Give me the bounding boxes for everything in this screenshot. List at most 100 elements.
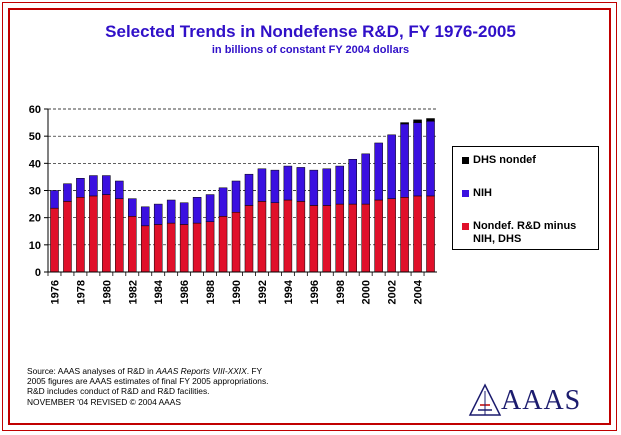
- bar-2002-series-0: [387, 198, 396, 273]
- aaas-logo-text: AAAS: [501, 385, 582, 416]
- chart-legend: DHS nondef NIH Nondef. R&D minus NIH, DH…: [452, 146, 599, 250]
- x-tick-label-1978: 1978: [75, 280, 87, 304]
- x-tick-label-2004: 2004: [413, 279, 425, 304]
- bar-2005-series-0: [426, 195, 435, 273]
- aaas-triangle-logo-icon: [468, 383, 502, 416]
- bar-1981-series-0: [115, 198, 124, 273]
- bar-2004-series-0: [413, 195, 422, 273]
- bar-1995-series-0: [296, 201, 306, 273]
- legend-label-nih: NIH: [473, 187, 492, 199]
- bar-2002-series-1: [387, 134, 396, 199]
- outer-frame: [2, 2, 617, 431]
- y-tick-label-60: 60: [29, 104, 41, 116]
- bar-1996-series-0: [309, 205, 319, 273]
- bar-1985-series-1: [166, 199, 176, 224]
- bar-1981-series-1: [115, 180, 124, 199]
- bar-2004-series-1: [413, 122, 422, 197]
- legend-swatch-nondef: [462, 223, 469, 230]
- x-tick-label-1988: 1988: [205, 280, 217, 304]
- bar-1988-series-1: [205, 194, 215, 222]
- bar-1977-series-1: [63, 183, 72, 202]
- bar-1999-series-1: [348, 159, 357, 205]
- bar-1998-series-1: [335, 165, 345, 205]
- bar-2005-series-1: [426, 120, 435, 197]
- bar-1984-series-1: [153, 203, 163, 225]
- bar-1992-series-0: [257, 201, 267, 273]
- bar-2000-series-0: [361, 203, 370, 273]
- x-tick-label-2000: 2000: [361, 280, 373, 304]
- bar-1978-series-0: [76, 197, 85, 273]
- source-note-text-a: Source: AAAS analyses of R&D in: [27, 366, 156, 376]
- bar-1998-series-0: [335, 203, 345, 273]
- bar-1982-series-0: [128, 216, 137, 273]
- bar-1997-series-1: [322, 168, 332, 206]
- bar-1978-series-1: [76, 178, 85, 198]
- x-tick-label-1980: 1980: [101, 280, 113, 304]
- bar-1987-series-1: [192, 197, 202, 224]
- bar-1976-series-0: [50, 207, 59, 273]
- source-note: Source: AAAS analyses of R&D in AAAS Rep…: [27, 366, 279, 407]
- aaas-logo: AAAS: [468, 383, 588, 419]
- bar-1994-series-1: [283, 165, 293, 201]
- x-tick-label-2002: 2002: [387, 280, 399, 304]
- bar-1989-series-1: [218, 187, 228, 217]
- x-tick-label-1994: 1994: [283, 279, 295, 304]
- bar-1994-series-0: [283, 199, 293, 273]
- bar-1991-series-1: [244, 173, 254, 206]
- legend-item-dhs: DHS nondef: [462, 154, 536, 167]
- y-tick-label-0: 0: [35, 267, 41, 279]
- legend-label-nondef: Nondef. R&D minus NIH, DHS: [473, 220, 577, 245]
- bar-1992-series-1: [257, 168, 267, 202]
- y-tick-label-30: 30: [29, 186, 41, 198]
- bar-1999-series-0: [348, 203, 357, 273]
- bar-1988-series-0: [205, 221, 215, 273]
- copyright-line: NOVEMBER '04 REVISED © 2004 AAAS: [27, 396, 181, 407]
- x-tick-label-1976: 1976: [49, 280, 61, 304]
- bar-1984-series-0: [153, 224, 163, 273]
- bar-1993-series-0: [270, 202, 280, 273]
- bar-2003-series-2: [400, 122, 409, 125]
- bar-1979-series-0: [89, 195, 98, 273]
- bar-1987-series-0: [192, 222, 202, 273]
- bar-2004-series-2: [413, 119, 422, 123]
- legend-item-nondef: Nondef. R&D minus NIH, DHS: [462, 220, 592, 246]
- bar-1979-series-1: [89, 175, 98, 197]
- bar-1991-series-0: [244, 205, 254, 273]
- source-note-report-title: AAAS Reports VIII-XXIX: [155, 366, 247, 376]
- inner-frame: [8, 8, 611, 425]
- bar-1997-series-0: [322, 205, 332, 273]
- legend-swatch-nih: [462, 190, 469, 197]
- legend-item-nih: NIH: [462, 187, 492, 200]
- bar-1982-series-1: [128, 198, 137, 217]
- x-tick-label-1992: 1992: [257, 280, 269, 304]
- x-tick-label-1986: 1986: [179, 280, 191, 304]
- bar-1986-series-0: [179, 224, 189, 273]
- y-tick-label-10: 10: [29, 240, 41, 252]
- bar-2005-series-2: [426, 118, 435, 122]
- bar-1980-series-0: [102, 194, 111, 273]
- bar-1976-series-1: [50, 190, 59, 209]
- y-tick-label-20: 20: [29, 213, 41, 225]
- x-tick-label-1998: 1998: [335, 280, 347, 304]
- y-tick-label-50: 50: [29, 131, 41, 143]
- source-note-text-c: . FY 2005 figures are AAAS estimates of …: [27, 366, 269, 397]
- x-tick-label-1982: 1982: [127, 280, 139, 304]
- bar-1996-series-1: [309, 169, 319, 206]
- bar-1985-series-0: [166, 222, 176, 273]
- chart-title: Selected Trends in Nondefense R&D, FY 19…: [105, 22, 516, 41]
- bar-2001-series-0: [374, 199, 383, 273]
- bar-1983-series-1: [140, 206, 150, 227]
- bar-1986-series-1: [179, 202, 189, 225]
- bar-1989-series-0: [218, 216, 228, 273]
- bar-1990-series-1: [231, 180, 241, 213]
- legend-label-dhs: DHS nondef: [473, 154, 536, 166]
- bar-2003-series-0: [400, 197, 409, 273]
- chart-subtitle: in billions of constant FY 2004 dollars: [211, 44, 410, 56]
- x-tick-label-1984: 1984: [153, 279, 165, 304]
- bar-1990-series-0: [231, 211, 241, 273]
- bar-1995-series-1: [296, 167, 306, 202]
- bar-1993-series-1: [270, 169, 280, 203]
- x-tick-label-1990: 1990: [231, 280, 243, 304]
- legend-swatch-dhs: [462, 157, 469, 164]
